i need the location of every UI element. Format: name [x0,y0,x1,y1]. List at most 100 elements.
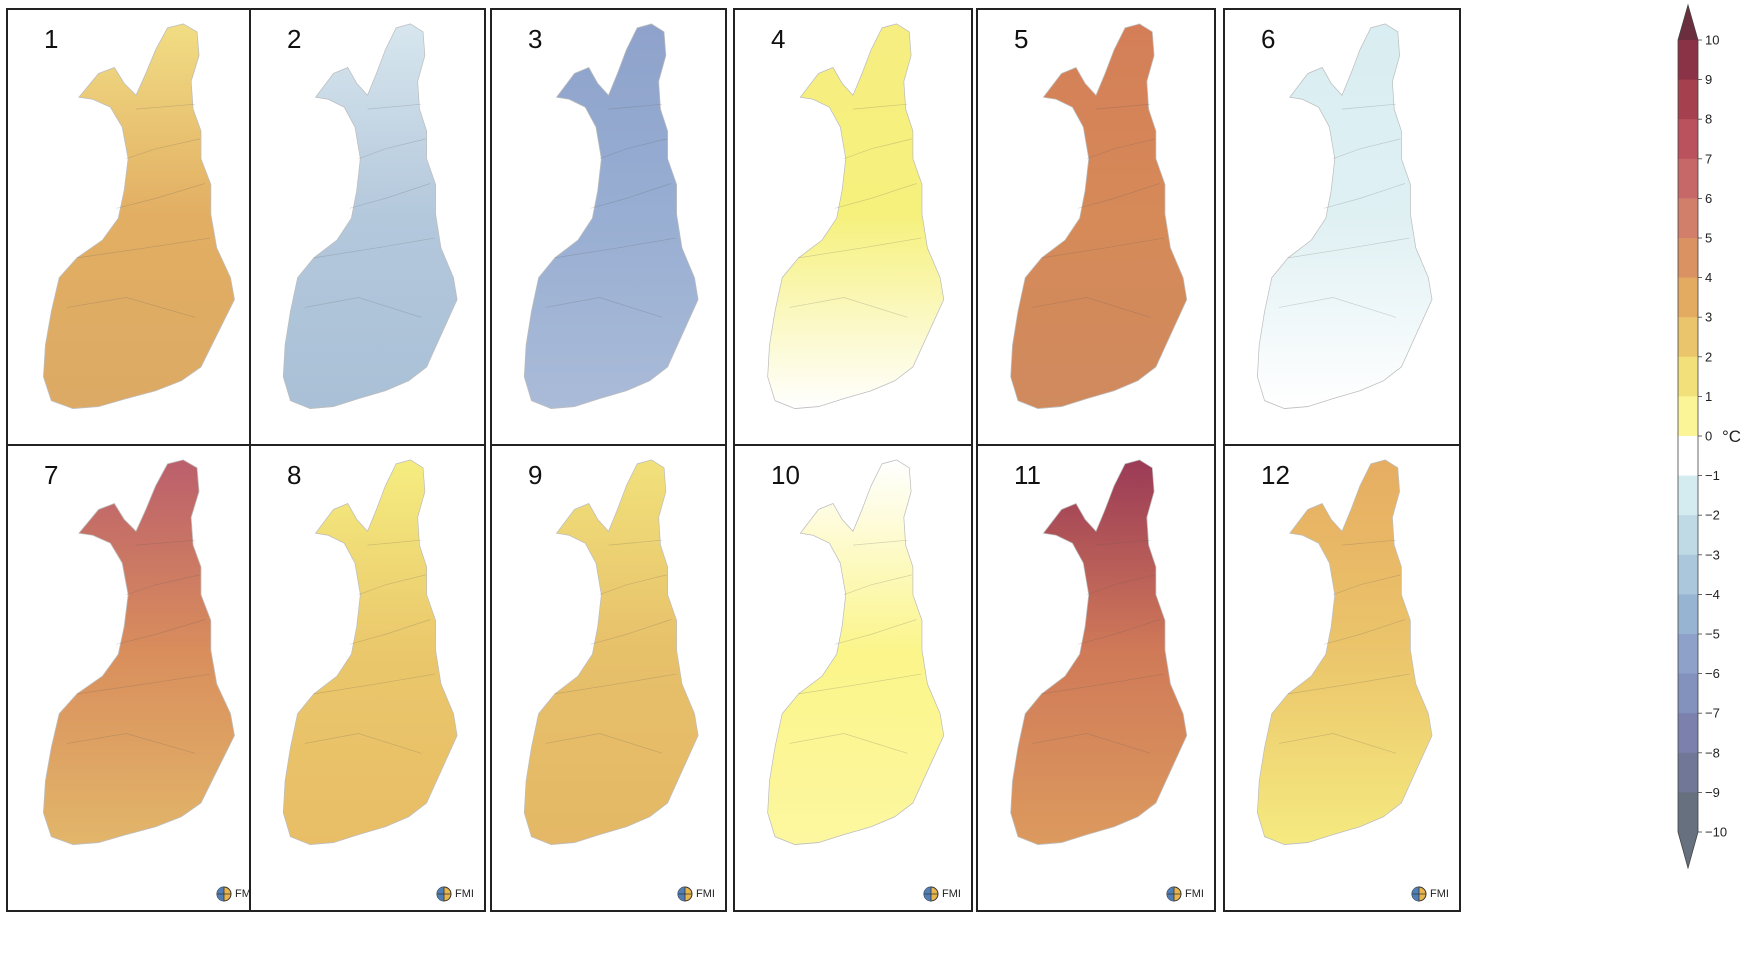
region-border [304,297,422,318]
colorbar-band [1678,634,1698,675]
finland-temperature-map [43,459,235,845]
finland-outline [282,23,458,409]
region-border [599,574,667,596]
panel-number: 1 [44,24,59,54]
panel-number: 6 [1261,24,1276,54]
region-border [126,574,201,596]
map-panel-11: 11 FMI [976,444,1216,912]
colorbar-band [1678,673,1698,714]
finland-temperature-map [43,23,235,409]
region-border [852,103,908,110]
region-border [1095,539,1151,546]
panel-number: 3 [528,24,543,54]
colorbar-band [1678,277,1698,318]
region-border [1332,574,1401,596]
region-border [554,237,676,259]
region-border [1032,297,1151,318]
map-panel-6: 6FMI [1223,8,1461,476]
panel-number: 8 [287,460,302,490]
colorbar-tick-label: −6 [1705,666,1720,681]
finland-temperature-map [1257,459,1433,845]
colorbar-band [1678,40,1698,81]
panel-number: 10 [771,460,800,490]
region-border [1032,733,1151,754]
colorbar-tick-label: −4 [1705,587,1720,602]
colorbar-band [1678,238,1698,279]
region-border [834,619,917,645]
colorbar-tick-label: 4 [1705,270,1712,285]
colorbar-tick-label: 5 [1705,231,1712,246]
finland-outline [282,459,458,845]
region-border [116,619,206,645]
fmi-logo-text: FMI [1185,888,1204,900]
region-border [843,574,913,596]
finland-outline [43,23,235,409]
fmi-globe-icon [677,886,693,902]
region-border [1323,183,1406,209]
fmi-globe-icon [923,886,939,902]
region-border [349,183,431,209]
region-border [76,237,210,259]
colorbar-tick-label: −8 [1705,745,1720,760]
map-panel-3: 3FMI [490,8,727,476]
colorbar-tick-label: −2 [1705,508,1720,523]
finland-outline [1257,459,1433,845]
region-border [590,183,672,209]
region-border [1278,297,1397,318]
region-border [789,297,908,318]
colorbar-tick-label: 9 [1705,72,1712,87]
colorbar-band [1678,515,1698,556]
colorbar-tick-label: 0 [1705,429,1712,444]
colorbar-tick-label: 6 [1705,191,1712,206]
finland-temperature-map [282,459,458,845]
panel-number: 9 [528,460,543,490]
map-panel-4: 4FMI [733,8,973,476]
colorbar-band [1678,119,1698,160]
fmi-globe-icon [216,886,232,902]
region-border [554,673,676,695]
region-border [1341,539,1397,546]
colorbar-min-arrow [1678,832,1698,868]
finland-temperature-map [1010,23,1188,409]
region-border [789,733,908,754]
fmi-globe-icon [436,886,452,902]
region-border [358,138,426,160]
colorbar-band [1678,396,1698,437]
finland-outline [523,459,699,845]
region-border [367,539,422,546]
region-border [852,539,908,546]
colorbar-tick-label: 10 [1705,33,1719,48]
fmi-logo-text: FMI [696,888,715,900]
region-border [313,237,435,259]
map-panel-9: 9 FMI [490,444,727,912]
region-border [116,183,206,209]
finland-temperature-map [523,459,699,845]
colorbar-tick-label: −9 [1705,785,1720,800]
colorbar-tick-label: −1 [1705,468,1720,483]
region-border [358,574,426,596]
fmi-logo: FMI [1166,886,1204,902]
region-border [1323,619,1406,645]
panel-number: 2 [287,24,302,54]
fmi-globe-icon [1166,886,1182,902]
region-border [798,673,922,695]
region-border [1278,733,1397,754]
region-border [599,138,667,160]
colorbar-tick-label: 2 [1705,349,1712,364]
finland-temperature-map [767,23,945,409]
fmi-logo-text: FMI [942,888,961,900]
region-border [1341,103,1397,110]
map-panel-8: 8 FMI [249,444,486,912]
region-border [1041,237,1165,259]
colorbar-tick-label: 1 [1705,389,1712,404]
region-border [798,237,922,259]
region-border [126,138,201,160]
colorbar-band [1678,198,1698,239]
panel-number: 11 [1014,460,1041,490]
map-panels-grid: 1FMI2FMI3FMI4FMI5FMI6FMI7FMI8FMI9FMI10FM… [6,8,1461,912]
fmi-logo: FMI [923,886,961,902]
colorbar-band [1678,554,1698,595]
